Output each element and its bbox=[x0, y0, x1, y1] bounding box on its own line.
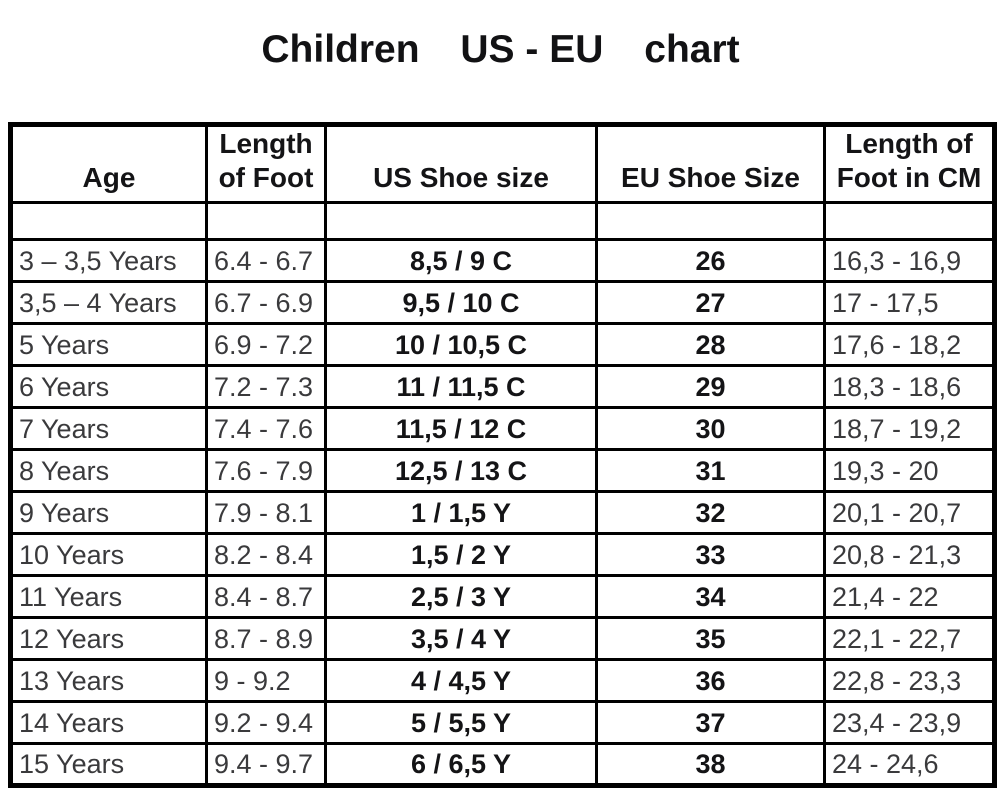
cell-length-foot-cm: 24 - 24,6 bbox=[823, 742, 996, 787]
spacer-cell bbox=[595, 201, 826, 241]
cell-us-shoe-size: 3,5 / 4 Y bbox=[324, 616, 598, 661]
title-part-children: Children bbox=[261, 28, 420, 71]
cell-age: 14 Years bbox=[9, 700, 208, 745]
cell-eu-shoe-size: 37 bbox=[595, 700, 826, 745]
cell-length-of-foot: 9.4 - 9.7 bbox=[205, 742, 327, 787]
cell-us-shoe-size: 1,5 / 2 Y bbox=[324, 532, 598, 577]
cell-length-foot-cm: 20,8 - 21,3 bbox=[823, 532, 996, 577]
cell-eu-shoe-size: 27 bbox=[595, 280, 826, 325]
cell-age: 15 Years bbox=[9, 742, 208, 787]
cell-length-foot-cm: 18,7 - 19,2 bbox=[823, 406, 996, 451]
cell-length-foot-cm: 23,4 - 23,9 bbox=[823, 700, 996, 745]
table-row: 7 Years 7.4 - 7.6 11,5 / 12 C 30 18,7 - … bbox=[9, 406, 996, 451]
cell-length-foot-cm: 20,1 - 20,7 bbox=[823, 490, 996, 535]
table-row: 9 Years 7.9 - 8.1 1 / 1,5 Y 32 20,1 - 20… bbox=[9, 490, 996, 535]
cell-length-of-foot: 7.2 - 7.3 bbox=[205, 364, 327, 409]
cell-length-foot-cm: 22,8 - 23,3 bbox=[823, 658, 996, 703]
spacer-cell bbox=[9, 201, 208, 241]
cell-length-of-foot: 6.9 - 7.2 bbox=[205, 322, 327, 367]
table-row: 6 Years 7.2 - 7.3 11 / 11,5 C 29 18,3 - … bbox=[9, 364, 996, 409]
cell-age: 11 Years bbox=[9, 574, 208, 619]
cell-eu-shoe-size: 34 bbox=[595, 574, 826, 619]
table-row: 5 Years 6.9 - 7.2 10 / 10,5 C 28 17,6 - … bbox=[9, 322, 996, 367]
cell-age: 3 – 3,5 Years bbox=[9, 238, 208, 283]
cell-length-of-foot: 7.9 - 8.1 bbox=[205, 490, 327, 535]
cell-eu-shoe-size: 35 bbox=[595, 616, 826, 661]
column-header-eu-shoe-size: EU Shoe Size bbox=[595, 123, 826, 204]
cell-us-shoe-size: 5 / 5,5 Y bbox=[324, 700, 598, 745]
cell-us-shoe-size: 8,5 / 9 C bbox=[324, 238, 598, 283]
cell-length-of-foot: 8.2 - 8.4 bbox=[205, 532, 327, 577]
column-header-length-of-foot: Length of Foot bbox=[205, 123, 327, 204]
table-row: 8 Years 7.6 - 7.9 12,5 / 13 C 31 19,3 - … bbox=[9, 448, 996, 493]
cell-length-of-foot: 6.7 - 6.9 bbox=[205, 280, 327, 325]
title-part-us-eu: US - EU bbox=[460, 28, 604, 71]
cell-us-shoe-size: 4 / 4,5 Y bbox=[324, 658, 598, 703]
cell-length-of-foot: 8.4 - 8.7 bbox=[205, 574, 327, 619]
cell-length-foot-cm: 16,3 - 16,9 bbox=[823, 238, 996, 283]
spacer-cell bbox=[324, 201, 598, 241]
cell-eu-shoe-size: 28 bbox=[595, 322, 826, 367]
cell-us-shoe-size: 9,5 / 10 C bbox=[324, 280, 598, 325]
cell-age: 9 Years bbox=[9, 490, 208, 535]
column-header-length-foot-cm: Length of Foot in CM bbox=[823, 123, 996, 204]
table-row: 14 Years 9.2 - 9.4 5 / 5,5 Y 37 23,4 - 2… bbox=[9, 700, 996, 745]
cell-age: 10 Years bbox=[9, 532, 208, 577]
spacer-cell bbox=[823, 201, 996, 241]
cell-eu-shoe-size: 36 bbox=[595, 658, 826, 703]
column-header-age-label: Age bbox=[82, 162, 136, 193]
header-row: Age Length of Foot US Shoe size EU Shoe … bbox=[9, 123, 996, 204]
cell-length-of-foot: 6.4 - 6.7 bbox=[205, 238, 327, 283]
cell-length-foot-cm: 18,3 - 18,6 bbox=[823, 364, 996, 409]
cell-age: 3,5 – 4 Years bbox=[9, 280, 208, 325]
cell-length-of-foot: 9 - 9.2 bbox=[205, 658, 327, 703]
cell-us-shoe-size: 12,5 / 13 C bbox=[324, 448, 598, 493]
size-chart-table: Age Length of Foot US Shoe size EU Shoe … bbox=[8, 122, 997, 788]
cell-us-shoe-size: 2,5 / 3 Y bbox=[324, 574, 598, 619]
page-title: Children US - EU chart bbox=[0, 0, 1001, 74]
cell-length-foot-cm: 17,6 - 18,2 bbox=[823, 322, 996, 367]
cell-eu-shoe-size: 30 bbox=[595, 406, 826, 451]
table-row: 12 Years 8.7 - 8.9 3,5 / 4 Y 35 22,1 - 2… bbox=[9, 616, 996, 661]
column-header-age: Age bbox=[9, 123, 208, 204]
cell-us-shoe-size: 11,5 / 12 C bbox=[324, 406, 598, 451]
cell-age: 12 Years bbox=[9, 616, 208, 661]
cell-eu-shoe-size: 32 bbox=[595, 490, 826, 535]
cell-length-foot-cm: 17 - 17,5 bbox=[823, 280, 996, 325]
spacer-row bbox=[9, 201, 996, 241]
cell-age: 7 Years bbox=[9, 406, 208, 451]
table-row: 13 Years 9 - 9.2 4 / 4,5 Y 36 22,8 - 23,… bbox=[9, 658, 996, 703]
table-row: 10 Years 8.2 - 8.4 1,5 / 2 Y 33 20,8 - 2… bbox=[9, 532, 996, 577]
cell-length-foot-cm: 21,4 - 22 bbox=[823, 574, 996, 619]
table-row: 11 Years 8.4 - 8.7 2,5 / 3 Y 34 21,4 - 2… bbox=[9, 574, 996, 619]
cell-age: 5 Years bbox=[9, 322, 208, 367]
column-header-us-shoe-size: US Shoe size bbox=[324, 123, 598, 204]
cell-us-shoe-size: 10 / 10,5 C bbox=[324, 322, 598, 367]
cell-eu-shoe-size: 38 bbox=[595, 742, 826, 787]
table-row: 15 Years 9.4 - 9.7 6 / 6,5 Y 38 24 - 24,… bbox=[9, 742, 996, 787]
cell-length-of-foot: 7.4 - 7.6 bbox=[205, 406, 327, 451]
cell-age: 13 Years bbox=[9, 658, 208, 703]
table-row: 3,5 – 4 Years 6.7 - 6.9 9,5 / 10 C 27 17… bbox=[9, 280, 996, 325]
cell-eu-shoe-size: 29 bbox=[595, 364, 826, 409]
cell-eu-shoe-size: 33 bbox=[595, 532, 826, 577]
cell-us-shoe-size: 1 / 1,5 Y bbox=[324, 490, 598, 535]
cell-age: 6 Years bbox=[9, 364, 208, 409]
cell-length-of-foot: 8.7 - 8.9 bbox=[205, 616, 327, 661]
cell-us-shoe-size: 6 / 6,5 Y bbox=[324, 742, 598, 787]
cell-length-foot-cm: 19,3 - 20 bbox=[823, 448, 996, 493]
title-part-chart: chart bbox=[644, 28, 740, 71]
spacer-cell bbox=[205, 201, 327, 241]
table-row: 3 – 3,5 Years 6.4 - 6.7 8,5 / 9 C 26 16,… bbox=[9, 238, 996, 283]
cell-length-foot-cm: 22,1 - 22,7 bbox=[823, 616, 996, 661]
cell-age: 8 Years bbox=[9, 448, 208, 493]
cell-eu-shoe-size: 26 bbox=[595, 238, 826, 283]
cell-eu-shoe-size: 31 bbox=[595, 448, 826, 493]
cell-length-of-foot: 7.6 - 7.9 bbox=[205, 448, 327, 493]
cell-length-of-foot: 9.2 - 9.4 bbox=[205, 700, 327, 745]
cell-us-shoe-size: 11 / 11,5 C bbox=[324, 364, 598, 409]
